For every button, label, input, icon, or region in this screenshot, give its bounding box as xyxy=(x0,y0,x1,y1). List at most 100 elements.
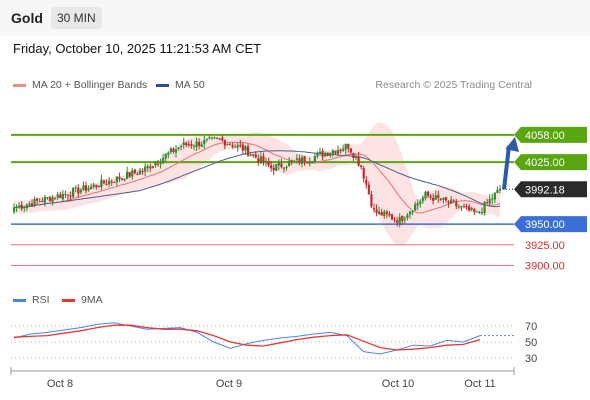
candle-body xyxy=(216,138,219,140)
header-bar: Gold 30 MIN xyxy=(0,0,590,36)
level-label-4058.00: 4058.00 xyxy=(525,130,565,142)
candle-body xyxy=(136,174,139,176)
candle-body xyxy=(270,165,273,169)
candle-body xyxy=(156,163,160,165)
candle-body xyxy=(390,214,394,220)
candle-body xyxy=(126,171,129,180)
candle-body xyxy=(385,211,388,215)
candle-body xyxy=(185,142,188,146)
candle-body xyxy=(383,211,386,217)
rsi-swatch xyxy=(13,298,26,302)
candle-body xyxy=(84,185,88,191)
candle-body xyxy=(277,162,280,166)
candle-body xyxy=(442,197,445,200)
candle-body xyxy=(362,168,365,179)
candle-body xyxy=(473,209,476,213)
candle-body xyxy=(321,150,324,157)
candle-body xyxy=(144,166,147,172)
level-tag-3950.00 xyxy=(514,216,587,233)
candle-body xyxy=(293,160,296,162)
candle-body xyxy=(128,171,131,177)
candle-body xyxy=(138,170,142,175)
candle-body xyxy=(311,161,314,163)
candle-body xyxy=(324,153,327,157)
rsi-line xyxy=(13,322,481,355)
candle-body xyxy=(203,139,206,144)
candle-body xyxy=(478,211,481,213)
candle-body xyxy=(187,144,190,146)
candle-body xyxy=(25,204,28,209)
candle-body xyxy=(393,218,396,220)
candle-body xyxy=(439,198,442,201)
candle-body xyxy=(480,212,484,214)
candle-body xyxy=(285,166,288,168)
rsi-tick-30: 30 xyxy=(525,353,537,365)
candle-body xyxy=(347,143,350,149)
candle-body xyxy=(151,166,154,168)
timeframe-badge[interactable]: 30 MIN xyxy=(51,7,102,29)
bollinger-label: MA 20 + Bollinger Bands xyxy=(32,79,148,91)
candle-body xyxy=(455,201,458,207)
candle-body xyxy=(105,184,108,186)
candle-body xyxy=(51,197,54,202)
candle-body xyxy=(192,145,196,147)
ma20-line xyxy=(13,141,501,214)
candle-body xyxy=(342,148,345,151)
candle-body xyxy=(318,151,322,154)
candle-body xyxy=(460,206,463,208)
candle-body xyxy=(231,145,234,148)
candle-body xyxy=(429,196,432,198)
candle-body xyxy=(486,202,489,204)
rsi-ma-line xyxy=(13,324,481,351)
candle-body xyxy=(30,203,34,207)
candle-body xyxy=(164,154,167,159)
candle-body xyxy=(208,137,211,139)
candle-body xyxy=(28,203,31,205)
candle-body xyxy=(437,194,440,198)
candle-body xyxy=(344,144,347,150)
candle-body xyxy=(375,209,378,213)
candle-body xyxy=(244,145,247,151)
level-label-3925.00: 3925.00 xyxy=(525,240,565,252)
candle-body xyxy=(465,206,468,208)
candle-body xyxy=(100,179,103,188)
candle-body xyxy=(264,161,268,163)
candle-body xyxy=(254,154,257,158)
candle-body xyxy=(403,218,406,220)
candle-body xyxy=(198,141,201,146)
candle-body xyxy=(221,137,224,141)
candle-body xyxy=(113,181,116,183)
candle-body xyxy=(167,152,170,155)
candle-body xyxy=(200,144,203,147)
candle-body xyxy=(339,150,342,152)
candle-body xyxy=(331,150,334,155)
candle-body xyxy=(18,205,21,208)
ma50-line xyxy=(13,150,501,209)
bollinger-band xyxy=(14,122,500,245)
candle-body xyxy=(434,195,437,200)
candle-body xyxy=(146,165,149,168)
candle-body xyxy=(110,181,113,183)
candle-body xyxy=(288,161,291,167)
candle-body xyxy=(36,198,39,201)
candle-body xyxy=(61,194,64,200)
candle-body xyxy=(303,156,306,163)
level-label-3900.00: 3900.00 xyxy=(525,260,565,272)
rsi-tick-50: 50 xyxy=(525,337,537,349)
instrument-title: Gold xyxy=(11,10,43,26)
candle-body xyxy=(154,162,157,166)
candle-body xyxy=(444,197,448,201)
candle-body xyxy=(64,193,67,195)
candle-body xyxy=(190,144,193,147)
candle-body xyxy=(97,186,100,188)
x-tick-label: Oct 9 xyxy=(216,378,242,390)
candle-body xyxy=(468,206,471,211)
candle-body xyxy=(59,194,62,199)
ma50-swatch xyxy=(156,83,169,87)
candle-body xyxy=(205,138,208,140)
candle-body xyxy=(133,169,136,174)
candle-body xyxy=(177,147,180,150)
candle-body xyxy=(123,179,126,181)
candle-body xyxy=(77,187,80,194)
